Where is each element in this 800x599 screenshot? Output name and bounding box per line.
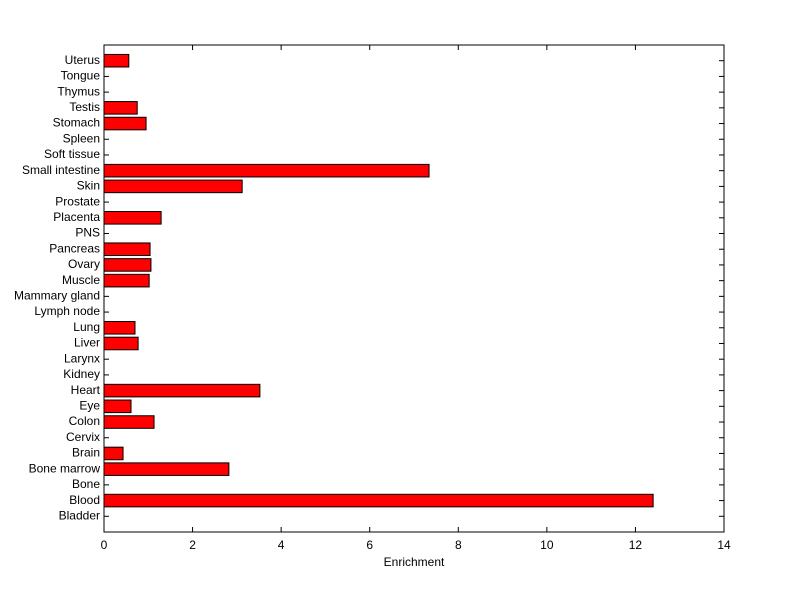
x-tick-label: 8 xyxy=(455,538,462,552)
bar xyxy=(103,415,155,429)
y-tick-label: Lymph node xyxy=(34,304,100,318)
y-tick-label: Pancreas xyxy=(49,241,100,255)
y-tick-label: Soft tissue xyxy=(44,147,100,161)
bar xyxy=(103,320,136,335)
y-tick-label: Small intestine xyxy=(22,163,100,177)
bar xyxy=(103,53,130,68)
bar xyxy=(103,116,147,131)
x-tick-label: 4 xyxy=(278,538,285,552)
y-tick-label: Colon xyxy=(69,414,100,428)
x-tick-label: 0 xyxy=(101,538,108,552)
bar xyxy=(103,179,243,194)
bar xyxy=(103,163,430,178)
bar xyxy=(103,399,132,414)
x-tick-label: 14 xyxy=(717,538,731,552)
y-tick-label: Placenta xyxy=(53,210,100,224)
y-tick-label: Mammary gland xyxy=(14,289,100,303)
y-tick-label: Bladder xyxy=(59,508,100,522)
y-tick-label: Bone xyxy=(72,477,100,491)
y-tick-label: Testis xyxy=(69,100,100,114)
y-tick-label: Bone marrow xyxy=(29,461,101,475)
bar xyxy=(103,383,261,398)
y-tick-label: Blood xyxy=(69,493,100,507)
y-tick-label: Heart xyxy=(71,383,101,397)
y-tick-label: Liver xyxy=(74,336,100,350)
y-tick-label: Spleen xyxy=(63,131,100,145)
bar xyxy=(103,273,150,288)
y-tick-label: Lung xyxy=(73,320,100,334)
x-axis-label: Enrichment xyxy=(384,555,445,569)
x-tick-label: 12 xyxy=(629,538,643,552)
bar xyxy=(103,336,139,351)
y-tick-label: Larynx xyxy=(64,351,100,365)
bar xyxy=(103,446,124,461)
plot-frame xyxy=(103,44,725,533)
y-tick-label: Ovary xyxy=(68,257,100,271)
y-tick-label: Stomach xyxy=(53,116,100,130)
y-tick-label: Cervix xyxy=(66,430,100,444)
bar xyxy=(103,493,654,508)
y-tick-label: Thymus xyxy=(57,84,100,98)
y-tick-label: Tongue xyxy=(61,69,101,83)
bar xyxy=(103,211,162,225)
y-tick-label: Kidney xyxy=(63,367,100,381)
x-tick-label: 6 xyxy=(366,538,373,552)
y-tick-label: Skin xyxy=(77,179,100,193)
y-tick-label: Muscle xyxy=(62,273,100,287)
y-tick-label: Eye xyxy=(79,398,100,412)
bar xyxy=(103,258,152,272)
bar xyxy=(103,462,230,476)
bar xyxy=(103,242,151,257)
bar xyxy=(103,101,138,115)
x-tick-label: 10 xyxy=(540,538,554,552)
y-tick-label: PNS xyxy=(75,226,100,240)
y-tick-label: Prostate xyxy=(55,194,100,208)
y-tick-label: Brain xyxy=(72,446,100,460)
y-tick-label: Uterus xyxy=(65,53,100,67)
x-tick-label: 2 xyxy=(189,538,196,552)
